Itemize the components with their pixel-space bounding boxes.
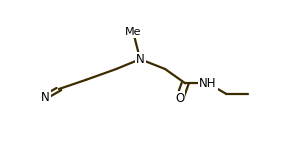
- Text: NH: NH: [199, 77, 217, 90]
- Text: Me: Me: [125, 27, 142, 37]
- Text: N: N: [136, 53, 145, 66]
- Text: N: N: [40, 91, 49, 104]
- Text: O: O: [175, 92, 184, 105]
